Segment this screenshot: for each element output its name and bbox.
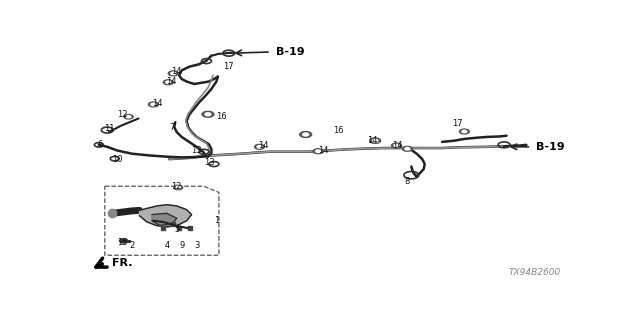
Circle shape (151, 103, 156, 106)
Circle shape (205, 113, 211, 116)
Polygon shape (152, 213, 177, 225)
Circle shape (257, 146, 262, 148)
Circle shape (148, 102, 158, 107)
Circle shape (303, 133, 308, 136)
Text: 14: 14 (392, 141, 403, 150)
Circle shape (126, 116, 131, 118)
Text: 13: 13 (204, 158, 214, 167)
Text: 14: 14 (318, 146, 328, 155)
Text: B-19: B-19 (276, 47, 305, 57)
Text: 10: 10 (112, 155, 122, 164)
Circle shape (394, 144, 399, 147)
Circle shape (372, 139, 378, 142)
Circle shape (392, 143, 401, 148)
Text: 14: 14 (166, 77, 177, 86)
Text: 9: 9 (179, 241, 184, 250)
Text: 11: 11 (104, 124, 115, 133)
Circle shape (405, 148, 410, 150)
Text: 7: 7 (169, 123, 175, 132)
Circle shape (255, 144, 264, 149)
Circle shape (300, 132, 312, 138)
Text: 17: 17 (223, 62, 234, 71)
Text: TX94B2600: TX94B2600 (509, 268, 561, 277)
Text: 14: 14 (152, 99, 162, 108)
Text: 15: 15 (117, 238, 127, 247)
Text: 3: 3 (194, 241, 199, 250)
Text: 8: 8 (404, 177, 410, 186)
Text: 13: 13 (191, 146, 202, 155)
Circle shape (316, 150, 321, 153)
Text: 14: 14 (172, 67, 182, 76)
Circle shape (166, 81, 171, 84)
Circle shape (202, 111, 214, 117)
Text: 17: 17 (452, 119, 462, 128)
Text: 14: 14 (367, 136, 378, 145)
Circle shape (173, 185, 182, 190)
Text: 16: 16 (333, 126, 343, 135)
Circle shape (171, 72, 176, 75)
Circle shape (176, 186, 180, 188)
Circle shape (313, 149, 323, 154)
Text: 4: 4 (164, 241, 170, 250)
Text: 12: 12 (117, 110, 127, 119)
Text: 2: 2 (129, 241, 134, 250)
Text: 1: 1 (214, 216, 219, 225)
Text: B-19: B-19 (536, 142, 565, 152)
Text: FR.: FR. (112, 258, 132, 268)
Text: 5: 5 (174, 225, 179, 234)
Text: 14: 14 (259, 141, 269, 150)
Circle shape (168, 71, 178, 76)
Circle shape (370, 138, 381, 143)
Circle shape (403, 146, 412, 151)
Text: 12: 12 (172, 182, 182, 191)
Circle shape (462, 130, 467, 133)
Text: 16: 16 (216, 111, 227, 121)
Polygon shape (140, 205, 191, 227)
Text: 6: 6 (97, 140, 102, 149)
Circle shape (124, 115, 133, 119)
Circle shape (460, 129, 469, 134)
Circle shape (163, 80, 173, 85)
